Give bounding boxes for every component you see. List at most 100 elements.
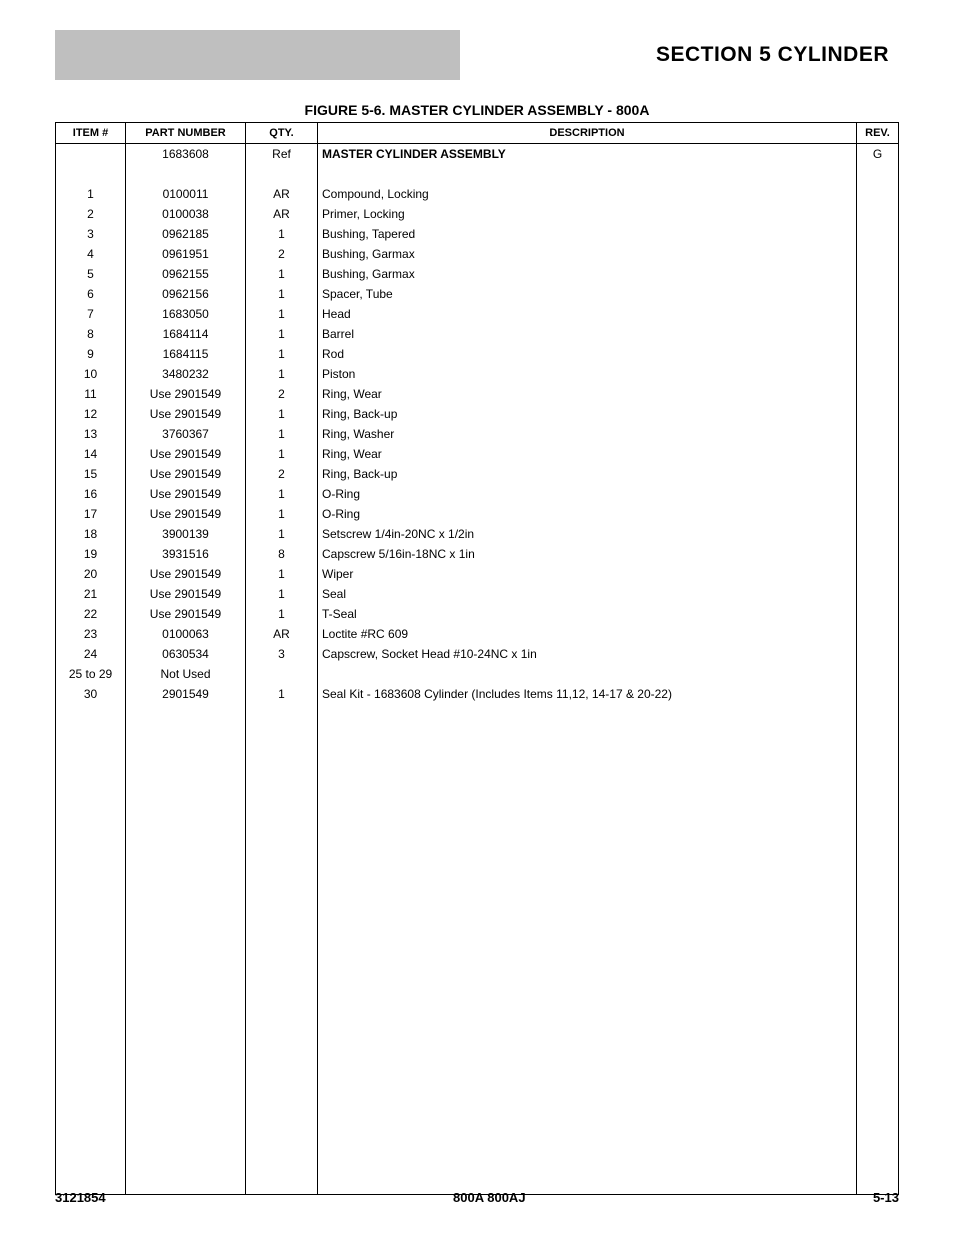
table-row: 17Use 29015491O-Ring	[56, 504, 899, 524]
cell-item: 7	[56, 304, 126, 324]
cell-part: 0100011	[126, 184, 246, 204]
cell-desc: Seal	[318, 584, 857, 604]
cell-rev	[857, 604, 899, 624]
cell-rev	[857, 224, 899, 244]
footer-right: 5-13	[873, 1190, 899, 1205]
cell-rev	[857, 684, 899, 704]
cell-rev	[857, 304, 899, 324]
cell-qty: 1	[246, 504, 318, 524]
cell-rev	[857, 704, 899, 1194]
cell-part: 1684115	[126, 344, 246, 364]
cell-rev	[857, 344, 899, 364]
cell-item: 9	[56, 344, 126, 364]
cell-desc: Primer, Locking	[318, 204, 857, 224]
cell-qty: 2	[246, 464, 318, 484]
cell-rev	[857, 624, 899, 644]
table-row: 1939315168Capscrew 5/16in-18NC x 1in	[56, 544, 899, 564]
cell-desc: MASTER CYLINDER ASSEMBLY	[318, 144, 857, 165]
cell-item: 10	[56, 364, 126, 384]
cell-desc: Head	[318, 304, 857, 324]
cell-desc: Ring, Back-up	[318, 404, 857, 424]
cell-rev: G	[857, 144, 899, 165]
cell-qty: 2	[246, 384, 318, 404]
cell-qty: AR	[246, 204, 318, 224]
cell-rev	[857, 324, 899, 344]
cell-item: 4	[56, 244, 126, 264]
table-row: 1034802321Piston	[56, 364, 899, 384]
cell-rev	[857, 264, 899, 284]
cell-part: 3760367	[126, 424, 246, 444]
cell-desc: Ring, Back-up	[318, 464, 857, 484]
table-row: 609621561Spacer, Tube	[56, 284, 899, 304]
table-row: 916841151Rod	[56, 344, 899, 364]
cell-item: 24	[56, 644, 126, 664]
table-row: 14Use 29015491Ring, Wear	[56, 444, 899, 464]
cell-qty: 1	[246, 564, 318, 584]
cell-part: 3480232	[126, 364, 246, 384]
cell-part: 0100063	[126, 624, 246, 644]
table-row: 309621851Bushing, Tapered	[56, 224, 899, 244]
cell-rev	[857, 364, 899, 384]
cell-part: Use 2901549	[126, 484, 246, 504]
cell-rev	[857, 204, 899, 224]
cell-part: Use 2901549	[126, 464, 246, 484]
cell-qty	[246, 664, 318, 684]
cell-part: Use 2901549	[126, 604, 246, 624]
th-rev: REV.	[857, 123, 899, 144]
cell-item: 5	[56, 264, 126, 284]
cell-qty: 1	[246, 424, 318, 444]
footer-center: 800A 800AJ	[453, 1190, 526, 1205]
table-row: 15Use 29015492Ring, Back-up	[56, 464, 899, 484]
cell-rev	[857, 504, 899, 524]
cell-part: Use 2901549	[126, 384, 246, 404]
cell-qty: 1	[246, 524, 318, 544]
cell-item: 19	[56, 544, 126, 564]
cell-rev	[857, 544, 899, 564]
table-row: 11Use 29015492Ring, Wear	[56, 384, 899, 404]
table-rows: 10100011ARCompound, Locking20100038ARPri…	[56, 184, 899, 704]
table-row: 716830501Head	[56, 304, 899, 324]
cell-part: 1683608	[126, 144, 246, 165]
page: SECTION 5 CYLINDER FIGURE 5-6. MASTER CY…	[0, 0, 954, 1235]
cell-desc: Setscrew 1/4in-20NC x 1/2in	[318, 524, 857, 544]
cell-item: 11	[56, 384, 126, 404]
cell-item: 30	[56, 684, 126, 704]
cell-item: 25 to 29	[56, 664, 126, 684]
cell-rev	[857, 384, 899, 404]
cell-qty	[246, 164, 318, 184]
cell-desc: O-Ring	[318, 504, 857, 524]
cell-part: 0962155	[126, 264, 246, 284]
cell-qty: 1	[246, 364, 318, 384]
cell-rev	[857, 464, 899, 484]
cell-item: 15	[56, 464, 126, 484]
cell-part: 0100038	[126, 204, 246, 224]
cell-item: 16	[56, 484, 126, 504]
header-white-block: SECTION 5 CYLINDER	[460, 30, 899, 80]
cell-qty: Ref	[246, 144, 318, 165]
table-row: 816841141Barrel	[56, 324, 899, 344]
section-title: SECTION 5 CYLINDER	[656, 43, 889, 67]
table-row: 509621551Bushing, Garmax	[56, 264, 899, 284]
table-row: 3029015491Seal Kit - 1683608 Cylinder (I…	[56, 684, 899, 704]
cell-item: 20	[56, 564, 126, 584]
cell-desc	[318, 664, 857, 684]
cell-item: 3	[56, 224, 126, 244]
table-head: ITEM # PART NUMBER QTY. DESCRIPTION REV.	[56, 123, 899, 144]
cell-desc: Bushing, Tapered	[318, 224, 857, 244]
table-row-spacer	[56, 164, 899, 184]
cell-part: Use 2901549	[126, 504, 246, 524]
cell-part: Use 2901549	[126, 444, 246, 464]
cell-qty: 1	[246, 604, 318, 624]
cell-desc: Barrel	[318, 324, 857, 344]
cell-qty: 8	[246, 544, 318, 564]
cell-item: 6	[56, 284, 126, 304]
th-desc: DESCRIPTION	[318, 123, 857, 144]
cell-rev	[857, 244, 899, 264]
cell-qty: 1	[246, 344, 318, 364]
table-row-top: 1683608 Ref MASTER CYLINDER ASSEMBLY G	[56, 144, 899, 165]
table-row: 2406305343Capscrew, Socket Head #10-24NC…	[56, 644, 899, 664]
cell-qty: 1	[246, 404, 318, 424]
cell-qty	[246, 704, 318, 1194]
cell-part: 0961951	[126, 244, 246, 264]
cell-desc: Loctite #RC 609	[318, 624, 857, 644]
